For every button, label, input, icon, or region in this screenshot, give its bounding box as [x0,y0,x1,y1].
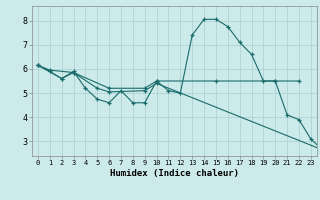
X-axis label: Humidex (Indice chaleur): Humidex (Indice chaleur) [110,169,239,178]
